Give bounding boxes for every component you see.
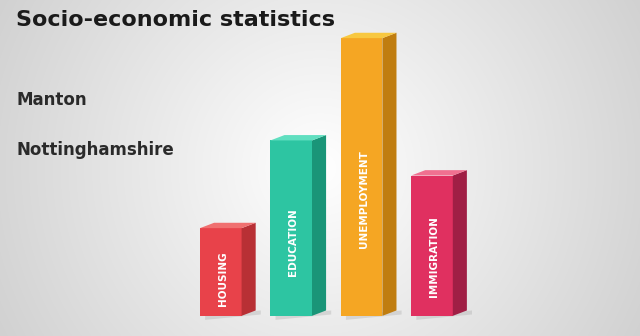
Polygon shape	[346, 310, 402, 320]
Polygon shape	[312, 135, 326, 316]
Text: Manton: Manton	[16, 91, 86, 109]
Polygon shape	[275, 310, 332, 320]
Polygon shape	[270, 135, 326, 140]
Polygon shape	[200, 223, 255, 228]
Polygon shape	[340, 33, 396, 38]
Polygon shape	[412, 175, 453, 316]
Polygon shape	[205, 310, 261, 320]
Text: HOUSING: HOUSING	[218, 252, 228, 306]
Text: EDUCATION: EDUCATION	[288, 208, 298, 276]
Polygon shape	[383, 33, 396, 316]
Text: Nottinghamshire: Nottinghamshire	[16, 141, 173, 159]
Polygon shape	[200, 228, 241, 316]
Polygon shape	[340, 38, 383, 316]
Polygon shape	[270, 140, 312, 316]
Polygon shape	[453, 170, 467, 316]
Polygon shape	[241, 223, 255, 316]
Text: UNEMPLOYMENT: UNEMPLOYMENT	[358, 150, 369, 248]
Text: Socio-economic statistics: Socio-economic statistics	[16, 10, 335, 30]
Polygon shape	[412, 170, 467, 175]
Text: IMMIGRATION: IMMIGRATION	[429, 216, 439, 297]
Polygon shape	[417, 310, 472, 320]
